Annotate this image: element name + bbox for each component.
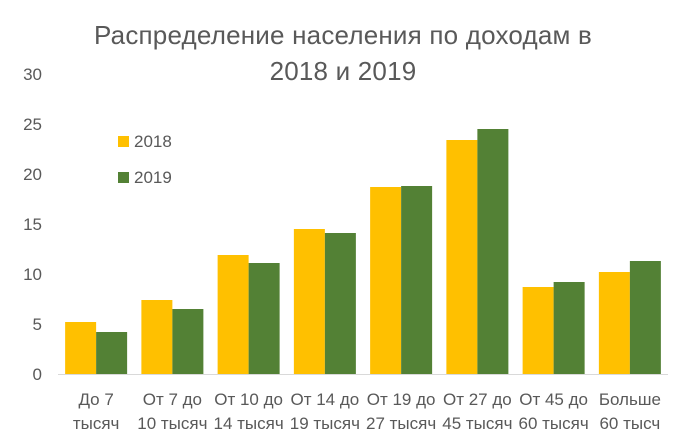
x-tick-label: 27 тысяч — [366, 414, 436, 433]
legend-label: 2018 — [134, 132, 172, 151]
bar-2018-2 — [217, 255, 249, 374]
x-tick-label: 60 тысяч — [519, 414, 589, 433]
bar-2018-5 — [446, 140, 478, 374]
bar-2018-7 — [598, 272, 630, 374]
y-tick-label: 15 — [23, 215, 42, 234]
legend-label: 2019 — [134, 168, 172, 187]
chart-title-line-1: Распределение населения по доходам в — [93, 20, 592, 50]
x-tick-label: От 10 до — [214, 390, 283, 409]
x-tick-label: От 45 до — [519, 390, 588, 409]
y-tick-label: 10 — [23, 265, 42, 284]
x-tick-label: 10 тысяч — [137, 414, 207, 433]
x-tick-label: От 27 до — [443, 390, 512, 409]
bar-2018-0 — [65, 322, 97, 374]
bar-2018-3 — [293, 229, 325, 374]
bar-2019-1 — [172, 309, 204, 374]
x-tick-label: тысяч — [73, 414, 120, 433]
x-tick-label: От 14 до — [291, 390, 360, 409]
x-tick-label: От 19 до — [367, 390, 436, 409]
bar-2018-6 — [522, 287, 554, 374]
bar-2019-5 — [477, 129, 509, 374]
bar-2019-3 — [324, 233, 356, 374]
bar-2018-4 — [370, 187, 402, 374]
y-tick-label: 20 — [23, 165, 42, 184]
x-tick-label: От 7 до — [143, 390, 202, 409]
x-tick-label: Больше — [599, 390, 661, 409]
x-tick-label: 14 тысяч — [214, 414, 284, 433]
y-tick-label: 0 — [33, 365, 42, 384]
chart-title-line-2: 2018 и 2019 — [269, 56, 417, 86]
y-tick-label: 5 — [33, 315, 42, 334]
x-tick-label: До 7 — [78, 390, 113, 409]
legend-swatch-2018 — [118, 136, 129, 147]
bar-2019-6 — [553, 282, 585, 374]
bar-2019-0 — [96, 332, 128, 374]
bar-2018-1 — [141, 300, 173, 374]
x-tick-label: 45 тысяч — [442, 414, 512, 433]
bar-2019-4 — [401, 186, 433, 374]
y-tick-label: 25 — [23, 115, 42, 134]
bar-2019-2 — [248, 263, 280, 374]
x-tick-label: 19 тысяч — [290, 414, 360, 433]
legend-swatch-2019 — [118, 172, 129, 183]
x-tick-label: 60 тысч — [599, 414, 660, 433]
bar-2019-7 — [629, 261, 661, 374]
y-tick-label: 30 — [23, 65, 42, 84]
